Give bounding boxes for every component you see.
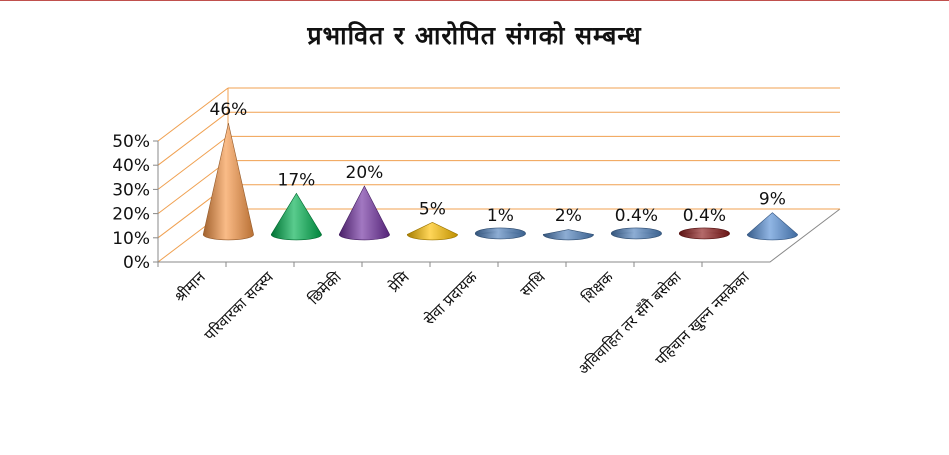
cone-7 [610,227,662,240]
category-label: सेवा प्रदायक [420,268,481,329]
cone-tip [684,231,725,234]
cone-tip [616,231,657,234]
cone-body [746,212,798,241]
data-label: 9% [759,190,786,210]
cone-tip [480,230,521,234]
category-label: शिक्षक [578,268,617,307]
side-gridline [157,160,229,214]
y-tick-label: 10% [112,229,150,249]
data-label: 20% [346,163,384,183]
side-gridline [157,111,229,166]
y-tick-label: 50% [112,132,150,152]
data-label: 2% [555,206,582,226]
cone-9 [746,212,798,241]
category-label: श्रीमान [171,268,209,306]
category-label: प्रेमि [385,267,414,296]
cone-body [406,222,458,241]
y-tick-label: 0% [123,253,150,273]
y-tick-label: 30% [112,180,150,200]
cone-body [338,185,390,241]
cone-2 [270,192,322,241]
side-gridline [157,136,229,190]
data-label: 0.4% [683,206,726,226]
y-tick-label: 20% [112,205,150,225]
data-label: 46% [210,100,248,120]
category-label: छिमेकी [305,267,346,308]
cone-body [202,123,254,241]
category-label: साथि [517,268,549,300]
cone-8 [678,227,730,240]
cone-1 [202,123,254,241]
data-label: 1% [487,206,514,226]
data-label: 0.4% [615,206,658,226]
cone-4 [406,222,458,241]
top-rule [0,0,949,1]
data-label: 5% [419,199,446,219]
cone-3 [338,185,390,241]
data-label: 17% [278,170,316,190]
cone-6 [542,229,594,241]
cone-body [270,192,322,241]
y-tick-label: 40% [112,156,150,176]
cone-body [542,229,594,241]
chart-title: प्रभावित र आरोपित संगको सम्बन्ध [307,21,642,50]
cone-5 [474,227,526,240]
side-gridline [157,87,229,142]
category-label: परिवारका सदस्य [201,268,277,344]
